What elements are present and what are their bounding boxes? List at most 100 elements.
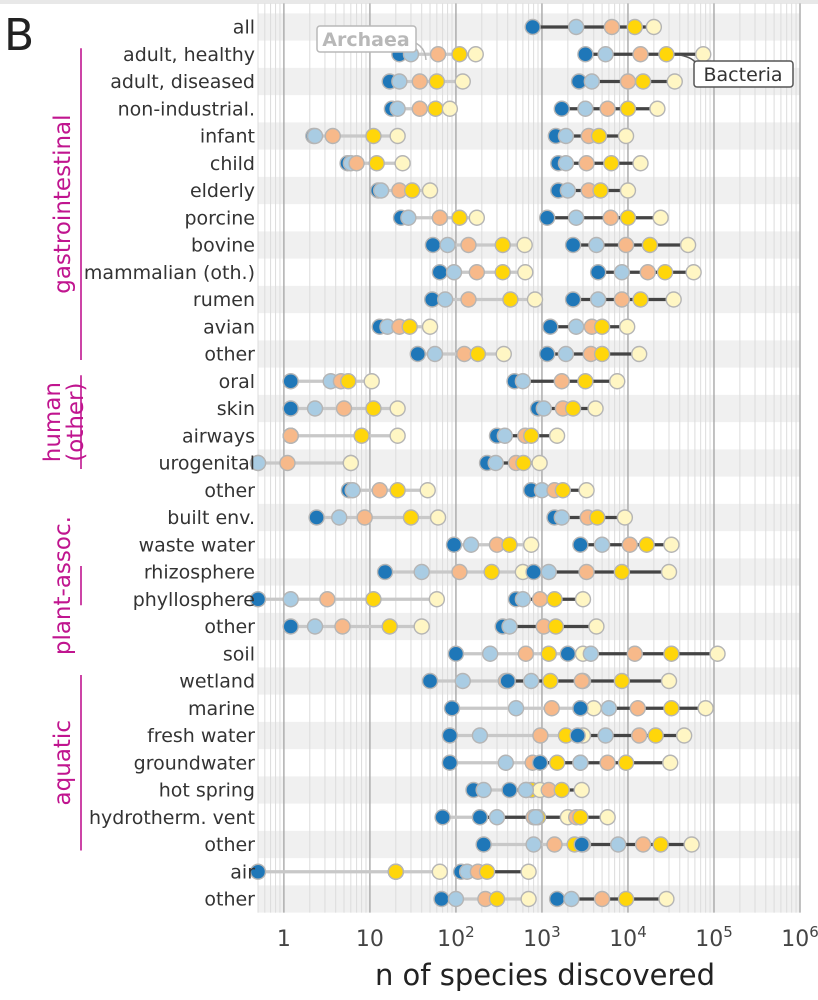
archaea-point <box>402 509 420 526</box>
x-axis-title: n of species discovered <box>375 958 715 992</box>
row-label: non-industrial. <box>118 98 255 120</box>
bacteria-point <box>619 209 637 226</box>
bacteria-point <box>567 18 585 36</box>
archaea-point <box>334 618 351 635</box>
bacteria-point <box>531 591 549 608</box>
bacteria-point <box>626 645 643 662</box>
bacteria-point <box>652 209 669 226</box>
archaea-point <box>427 100 444 117</box>
row-label: rhizosphere <box>144 562 255 584</box>
archaea-point <box>431 863 449 880</box>
archaea-point <box>365 400 382 417</box>
row-label: hydrotherm. vent <box>89 807 255 829</box>
bacteria-point <box>517 781 535 799</box>
archaea-point <box>368 155 385 172</box>
bacteria-point <box>683 836 700 853</box>
archaea-point <box>525 836 542 853</box>
archaea-point <box>475 836 492 853</box>
bacteria-point <box>592 182 609 199</box>
bacteria-point <box>538 345 556 363</box>
archaea-point <box>520 890 537 908</box>
row-label: other <box>204 344 255 366</box>
bacteria-point <box>524 18 541 36</box>
row-labels: all adult, healthy adult, diseased non-indu… <box>84 17 255 911</box>
archaea-point <box>441 754 459 771</box>
bacteria-point <box>632 291 649 308</box>
x-tick-label: 106 <box>781 923 818 952</box>
row-label: other <box>204 889 255 911</box>
bacteria-point <box>514 373 532 390</box>
bacteria-point <box>588 618 605 635</box>
archaea-point <box>353 427 370 444</box>
bacteria-point <box>587 400 604 417</box>
archaea-point <box>441 100 459 117</box>
bacteria-point <box>559 645 577 662</box>
bacteria-point <box>638 536 655 553</box>
archaea-point <box>340 373 357 390</box>
bacteria-point <box>613 563 631 581</box>
bacteria-point <box>632 46 649 63</box>
archaea-point <box>443 700 461 717</box>
bacteria-point <box>572 700 589 717</box>
archaea-callout-box <box>316 25 417 53</box>
archaea-point <box>279 454 296 472</box>
archaea-point <box>401 318 418 335</box>
archaea-point <box>469 345 487 363</box>
archaea-point <box>421 672 439 690</box>
bacteria-point <box>559 182 577 199</box>
archaea-point <box>516 236 533 254</box>
bacteria-point <box>573 672 590 690</box>
archaea-callout-text: Archaea <box>322 29 409 51</box>
bacteria-point <box>553 100 570 117</box>
bacteria-point <box>501 781 518 799</box>
archaea-point <box>468 264 486 281</box>
archaea-point <box>282 400 299 417</box>
archaea-point <box>409 345 426 363</box>
row-label: built env. <box>167 507 255 529</box>
x-axis-ticks: 1 10 102 103 104 105 106 <box>277 923 818 952</box>
bacteria-point <box>656 264 674 281</box>
archaea-point <box>475 781 492 799</box>
row-label: infant <box>200 126 255 148</box>
bacteria-point <box>554 482 572 499</box>
row-label: oral <box>219 371 255 393</box>
bacteria-point <box>599 754 616 771</box>
archaea-point <box>306 618 324 635</box>
archaea-point <box>282 591 299 608</box>
bacteria-point <box>663 645 680 662</box>
bacteria-point <box>621 536 638 553</box>
bacteria-point <box>553 781 570 799</box>
archaea-point <box>331 509 348 526</box>
archaea-point <box>306 400 324 417</box>
bacteria-point <box>600 700 618 717</box>
archaea-point <box>488 890 506 908</box>
row-label: fresh water <box>147 725 255 747</box>
archaea-point <box>488 809 506 826</box>
bacteria-point <box>679 236 697 254</box>
bacteria-point <box>564 291 582 308</box>
bacteria-point <box>629 700 646 717</box>
bacteria-point <box>603 155 620 172</box>
archaea-point <box>460 291 477 308</box>
bacteria-point <box>609 373 626 390</box>
bacteria-point <box>590 127 608 145</box>
bacteria-callout-text: Bacteria <box>704 64 783 86</box>
bacteria-point <box>619 100 637 117</box>
archaea-point <box>447 890 465 908</box>
x-tick-exponent: 6 <box>809 923 818 941</box>
bacteria-point <box>589 264 607 281</box>
archaea-point <box>501 536 518 553</box>
archaea-point <box>431 209 449 226</box>
x-tick-exponent: 4 <box>637 923 647 941</box>
bacteria-point <box>578 155 595 172</box>
group-label: plant-assoc. <box>50 516 76 655</box>
bacteria-point <box>675 727 693 744</box>
archaea-point <box>394 155 411 172</box>
x-tick-label: 103 <box>523 923 561 952</box>
archaea-point <box>348 155 365 172</box>
bacteria-point <box>471 809 489 826</box>
bacteria-point <box>626 18 643 36</box>
archaea-point <box>429 46 447 63</box>
archaea-point <box>335 400 353 417</box>
archaea-point <box>282 373 299 390</box>
